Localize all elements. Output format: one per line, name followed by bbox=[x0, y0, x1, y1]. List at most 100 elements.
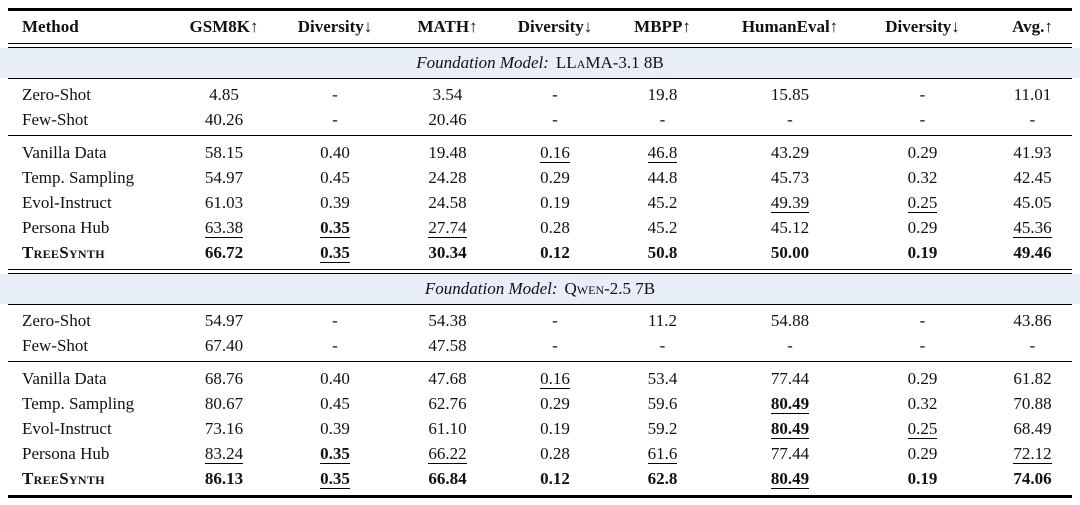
value-text: 0.40 bbox=[320, 369, 350, 388]
value-text: 41.93 bbox=[1013, 143, 1052, 162]
value-cell: 0.29 bbox=[860, 215, 985, 240]
value-cell: 63.38 bbox=[168, 215, 280, 240]
value-text: 63.38 bbox=[204, 218, 244, 238]
value-text: - bbox=[1029, 336, 1036, 355]
value-text: 0.32 bbox=[907, 168, 938, 187]
value-text: 66.84 bbox=[428, 469, 467, 488]
value-text: 0.35 bbox=[320, 444, 350, 464]
value-cell: 53.4 bbox=[605, 366, 720, 391]
value-cell: 0.45 bbox=[280, 165, 390, 190]
value-text: 45.2 bbox=[647, 193, 678, 212]
value-text: - bbox=[332, 85, 338, 104]
value-cell: 19.8 bbox=[605, 82, 720, 107]
value-cell: - bbox=[505, 107, 605, 132]
value-text: 0.39 bbox=[320, 419, 350, 438]
value-cell: 59.6 bbox=[605, 391, 720, 416]
value-text: 54.97 bbox=[204, 168, 244, 187]
value-cell: 54.97 bbox=[168, 308, 280, 333]
value-text: 50.8 bbox=[647, 243, 678, 262]
baseline-rows-qwen: Zero-Shot 54.97 - 54.38 - 11.2 54.88 - 43.86 Few-… bbox=[0, 305, 1080, 361]
value-cell: 0.12 bbox=[505, 240, 605, 265]
value-cell: 45.36 bbox=[985, 215, 1080, 240]
value-cell: 0.19 bbox=[860, 466, 985, 491]
value-cell: 0.45 bbox=[280, 391, 390, 416]
method-label: Persona Hub bbox=[22, 218, 110, 237]
value-cell: 50.00 bbox=[720, 240, 860, 265]
table-row: Few-Shot 67.40 - 47.58 - - - - - bbox=[0, 333, 1080, 358]
value-text: 0.39 bbox=[320, 193, 350, 212]
value-cell: 54.97 bbox=[168, 165, 280, 190]
value-text: 0.29 bbox=[907, 369, 938, 388]
value-text: - bbox=[787, 336, 793, 355]
value-cell: 47.58 bbox=[390, 333, 505, 358]
value-cell: 68.49 bbox=[985, 416, 1080, 441]
value-text: 0.25 bbox=[907, 419, 938, 439]
value-cell: 0.28 bbox=[505, 441, 605, 466]
foundation-model-banner-qwen: Foundation Model: Qwen-2.5 7B bbox=[0, 274, 1080, 304]
value-text: 0.19 bbox=[907, 469, 938, 488]
value-text: 15.85 bbox=[770, 85, 810, 104]
method-label: Few-Shot bbox=[22, 336, 89, 355]
value-cell: 0.29 bbox=[505, 391, 605, 416]
value-text: 59.2 bbox=[647, 419, 678, 438]
baseline-rows-llama: Zero-Shot 4.85 - 3.54 - 19.8 15.85 - 11.01 Few-Sh… bbox=[0, 79, 1080, 135]
column-header-mbpp: MBPP↑ bbox=[634, 17, 691, 36]
value-text: 45.73 bbox=[770, 168, 810, 187]
value-cell: 24.58 bbox=[390, 190, 505, 215]
value-text: 83.24 bbox=[204, 444, 244, 464]
value-text: 72.12 bbox=[1013, 444, 1052, 464]
value-text: 80.49 bbox=[770, 419, 810, 439]
column-header-math: MATH↑ bbox=[417, 17, 478, 36]
table-row: TreeSynth 86.13 0.35 66.84 0.12 62.8 80.49 0.19… bbox=[0, 466, 1080, 491]
value-text: 0.29 bbox=[907, 218, 938, 237]
value-cell: - bbox=[505, 308, 605, 333]
value-cell: - bbox=[505, 333, 605, 358]
header-double-rule bbox=[8, 43, 1072, 48]
value-cell: 30.34 bbox=[390, 240, 505, 265]
value-cell: 61.82 bbox=[985, 366, 1080, 391]
value-cell: 54.38 bbox=[390, 308, 505, 333]
method-label: Temp. Sampling bbox=[22, 394, 135, 413]
value-text: 0.19 bbox=[907, 243, 938, 262]
value-cell: 47.68 bbox=[390, 366, 505, 391]
value-cell: 68.76 bbox=[168, 366, 280, 391]
value-cell: 45.05 bbox=[985, 190, 1080, 215]
value-cell: 0.35 bbox=[280, 215, 390, 240]
banner-prefix: Foundation Model: bbox=[424, 279, 558, 298]
value-text: 66.72 bbox=[204, 243, 244, 262]
value-text: 0.35 bbox=[320, 469, 350, 489]
value-text: 86.13 bbox=[204, 469, 244, 488]
value-cell: 66.22 bbox=[390, 441, 505, 466]
bottom-rule bbox=[8, 495, 1072, 498]
value-cell: 0.32 bbox=[860, 391, 985, 416]
value-text: 0.19 bbox=[540, 419, 570, 438]
table-row: TreeSynth 66.72 0.35 30.34 0.12 50.8 50.00 0.19… bbox=[0, 240, 1080, 265]
value-text: - bbox=[919, 336, 926, 355]
value-cell: 62.76 bbox=[390, 391, 505, 416]
value-cell: 4.85 bbox=[168, 82, 280, 107]
value-text: 0.12 bbox=[540, 243, 570, 262]
value-cell: - bbox=[860, 308, 985, 333]
banner-model-name: Qwen-2.5 7B bbox=[564, 279, 656, 298]
value-text: 74.06 bbox=[1013, 469, 1052, 488]
value-text: 0.29 bbox=[540, 168, 570, 187]
value-cell: 0.25 bbox=[860, 190, 985, 215]
section-rule bbox=[8, 135, 1072, 136]
value-text: 66.22 bbox=[428, 444, 467, 464]
value-cell: 74.06 bbox=[985, 466, 1080, 491]
value-cell: 61.6 bbox=[605, 441, 720, 466]
value-cell: 49.39 bbox=[720, 190, 860, 215]
table-row: Zero-Shot 4.85 - 3.54 - 19.8 15.85 - 11.01 bbox=[0, 82, 1080, 107]
value-text: 73.16 bbox=[204, 419, 244, 438]
table-row: Persona Hub 63.38 0.35 27.74 0.28 45.2 45.12 0.… bbox=[0, 215, 1080, 240]
value-text: - bbox=[332, 311, 338, 330]
column-header-method: Method bbox=[22, 17, 79, 36]
column-header-diversity-1: Diversity↓ bbox=[297, 17, 373, 36]
value-text: 0.25 bbox=[907, 193, 938, 213]
value-cell: 45.12 bbox=[720, 215, 860, 240]
value-cell: 0.25 bbox=[860, 416, 985, 441]
value-cell: 0.35 bbox=[280, 240, 390, 265]
value-text: 49.39 bbox=[770, 193, 810, 213]
value-text: - bbox=[552, 110, 558, 129]
value-text: - bbox=[332, 110, 338, 129]
